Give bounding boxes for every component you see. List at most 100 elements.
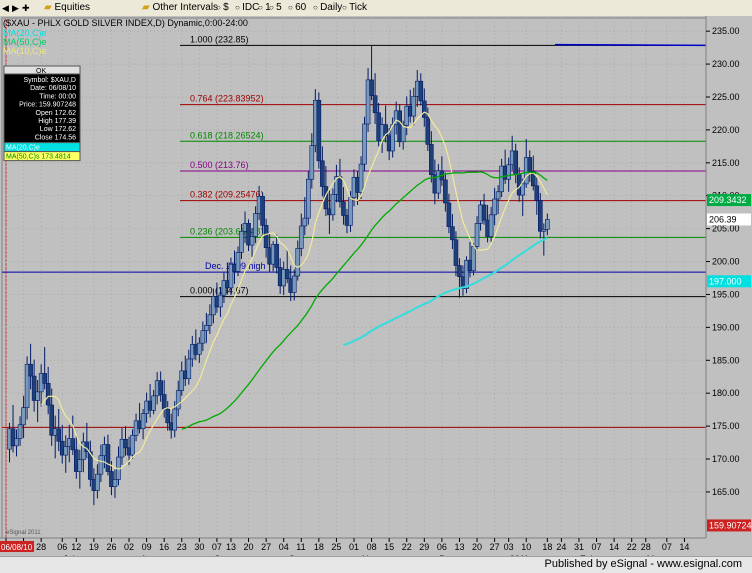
candle-body — [422, 100, 427, 118]
price-tag-label: 159.907248 — [709, 520, 752, 530]
candle-body — [492, 198, 497, 216]
toolbar-item-label: IDC — [242, 2, 260, 13]
candle-body — [204, 325, 209, 331]
candle-body — [306, 178, 311, 219]
candle-body — [457, 265, 462, 277]
toolbar-item-6[interactable]: ○ 60 — [288, 2, 306, 14]
month-label: Jul — [63, 554, 75, 556]
toolbar-item-2[interactable]: ○ $ — [216, 2, 229, 14]
info-box-row: Date: 06/08/10 — [30, 85, 76, 92]
candle-body — [534, 185, 540, 201]
x-tick-label: 07 — [592, 542, 602, 552]
toolbar-item-4[interactable]: ○ 1 — [258, 2, 271, 14]
x-tick-label: 13 — [454, 542, 464, 552]
radio-icon: ○ — [288, 3, 296, 12]
toolbar-item-3[interactable]: ○ IDC — [235, 2, 259, 14]
candle-body — [418, 80, 424, 102]
radio-icon: ○ — [235, 3, 243, 12]
x-tick-label: 26 — [106, 542, 116, 552]
candle-body — [31, 375, 37, 401]
toolbar-item-0[interactable]: ▰ Equities — [44, 2, 90, 14]
info-box-row: Price: 159.907248 — [19, 102, 76, 109]
folder-icon: ▰ — [44, 2, 55, 13]
candle-body — [228, 263, 234, 289]
x-tick-label: 14 — [679, 542, 689, 552]
info-box-row: Symbol: $XAU,D — [23, 77, 76, 84]
y-tick-label: 195.00 — [712, 289, 740, 299]
y-tick-label: 190.00 — [712, 322, 740, 332]
x-tick-label: 28 — [36, 542, 46, 552]
candle-body — [541, 228, 547, 232]
info-box-row: Close 174.56 — [35, 134, 76, 141]
info-box-row: Time: 00:00 — [39, 93, 76, 100]
x-tick-label: 09 — [142, 542, 152, 552]
toolbar-item-label: Equities — [54, 2, 91, 13]
high-line — [554, 43, 707, 47]
y-tick-label: 205.00 — [712, 224, 740, 234]
forward-icon[interactable]: ▶ — [12, 3, 19, 13]
toolbar-item-8[interactable]: ○ Tick — [342, 2, 367, 14]
candle-body — [45, 383, 51, 406]
x-tick-label: 18 — [314, 542, 324, 552]
candle-body — [56, 428, 62, 442]
candle-body — [35, 391, 40, 401]
x-tick-label: 02 — [124, 542, 134, 552]
candle-body — [197, 342, 202, 355]
candle-body — [545, 219, 550, 230]
x-tick-label: 16 — [159, 542, 169, 552]
toolbar-item-1[interactable]: ▰ Other Intervals — [142, 2, 218, 14]
candle-body — [260, 196, 265, 226]
info-box-header-label: OK — [36, 68, 46, 75]
back-icon[interactable]: ◀ — [2, 3, 9, 13]
x-tick-label: 07 — [662, 542, 672, 552]
watermark: eSignal 2011 — [6, 530, 41, 536]
candle-body — [429, 144, 434, 175]
candle-body — [309, 145, 315, 180]
add-icon[interactable]: ✚ — [22, 3, 30, 13]
toolbar-item-5[interactable]: ○ 5 — [269, 2, 282, 14]
fib-label: 1.000 (232.85) — [190, 34, 249, 44]
candle-body — [130, 435, 135, 456]
x-tick-label: 08 — [367, 542, 377, 552]
x-tick-label: 07 — [212, 542, 222, 552]
x-tick-label: 27 — [490, 542, 500, 552]
date-tag-label: 06/08/10 — [1, 543, 33, 552]
y-tick-label: 220.00 — [712, 125, 740, 135]
candle-body — [464, 259, 469, 289]
candle-body — [365, 79, 371, 125]
toolbar: ◀ ▶ ✚ ▰ Equities ▰ Other Intervals ○ $ ○ IDC ○ … — [0, 0, 752, 17]
candle-body — [425, 117, 431, 145]
fib-label: 0.236 (203.68048) — [190, 226, 264, 236]
fib-label: 0.764 (223.83952) — [190, 94, 264, 104]
x-tick-label: 06 — [57, 542, 67, 552]
month-label: Feb — [580, 554, 596, 556]
candle-body — [49, 404, 54, 436]
candle-body — [488, 214, 494, 237]
candle-body — [17, 424, 23, 439]
ma-long-line — [343, 236, 548, 347]
x-tick-label: 13 — [226, 542, 236, 552]
toolbar-item-7[interactable]: ○ Daily — [313, 2, 342, 14]
info-box — [3, 73, 81, 144]
candle-body — [70, 438, 76, 451]
candle-body — [263, 225, 269, 249]
price-chart: 1.000 (232.85) 0.764 (223.83952) 0.618 (21… — [0, 16, 752, 556]
candle-body — [140, 413, 146, 430]
toolbar-item-label: Daily — [320, 2, 343, 13]
month-label: Sep — [214, 554, 230, 556]
candle-body — [179, 370, 185, 391]
month-label: Mar — [647, 554, 663, 556]
candle-body — [474, 223, 480, 247]
toolbar-item-label: 60 — [295, 2, 307, 13]
x-tick-label: 20 — [244, 542, 254, 552]
fib-levels: 1.000 (232.85) 0.764 (223.83952) 0.618 (21… — [2, 34, 707, 428]
candle-body — [119, 438, 125, 458]
y-tick-label: 165.00 — [712, 487, 740, 497]
candle-body — [453, 239, 459, 266]
candle-body — [320, 160, 325, 187]
candle-body — [530, 171, 536, 187]
price-tag-label: 197.000 — [709, 276, 742, 286]
x-tick-label: 14 — [609, 542, 619, 552]
radio-icon: ○ — [269, 3, 277, 12]
candle-body — [42, 373, 47, 384]
